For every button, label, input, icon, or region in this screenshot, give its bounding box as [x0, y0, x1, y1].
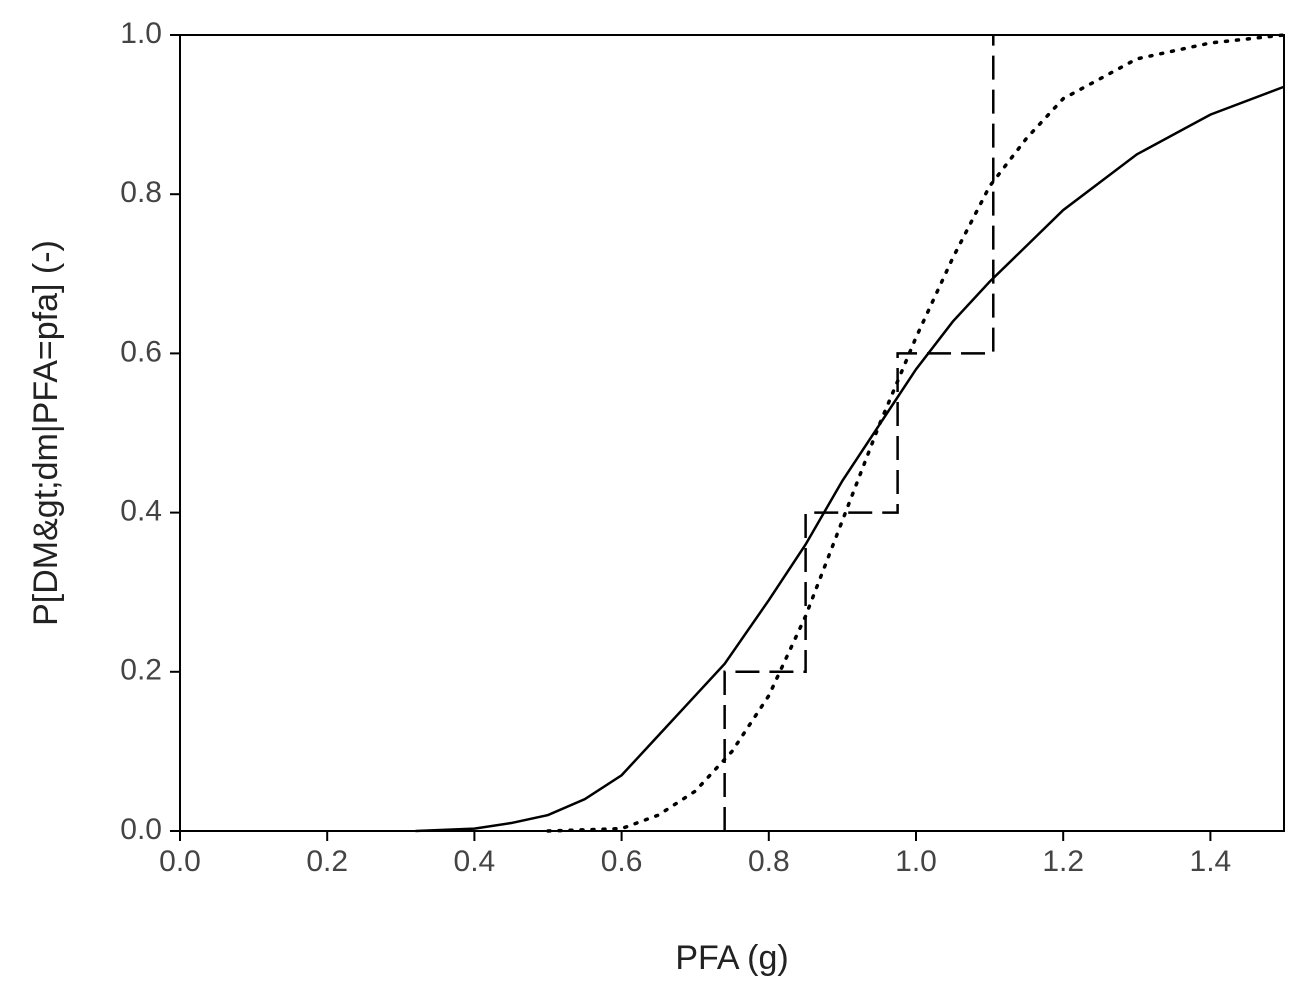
- y-tick-label: 0.0: [120, 813, 162, 846]
- x-tick-label: 1.2: [1042, 845, 1084, 878]
- y-tick-label: 0.8: [120, 176, 162, 209]
- x-tick-label: 0.8: [748, 845, 790, 878]
- x-tick-label: 1.4: [1190, 845, 1232, 878]
- plot-frame: [179, 34, 1285, 832]
- series-line: [546, 33, 1286, 833]
- y-tick-label: 0.4: [120, 495, 162, 528]
- x-tick-label: 0.4: [454, 845, 496, 878]
- y-axis-label: P[DM&gt;dm|PFA=pfa] (-): [27, 240, 65, 626]
- x-tick-label: 0.2: [306, 845, 348, 878]
- y-tick-label: 0.2: [120, 654, 162, 687]
- series-line: [723, 35, 995, 831]
- y-tick-label: 0.6: [120, 335, 162, 368]
- y-tick-label: 1.0: [120, 17, 162, 50]
- x-axis-label: PFA (g): [675, 939, 788, 977]
- series-line: [415, 85, 1285, 833]
- x-tick-label: 1.0: [895, 845, 937, 878]
- x-tick-label: 0.0: [159, 845, 201, 878]
- x-tick-label: 0.6: [601, 845, 643, 878]
